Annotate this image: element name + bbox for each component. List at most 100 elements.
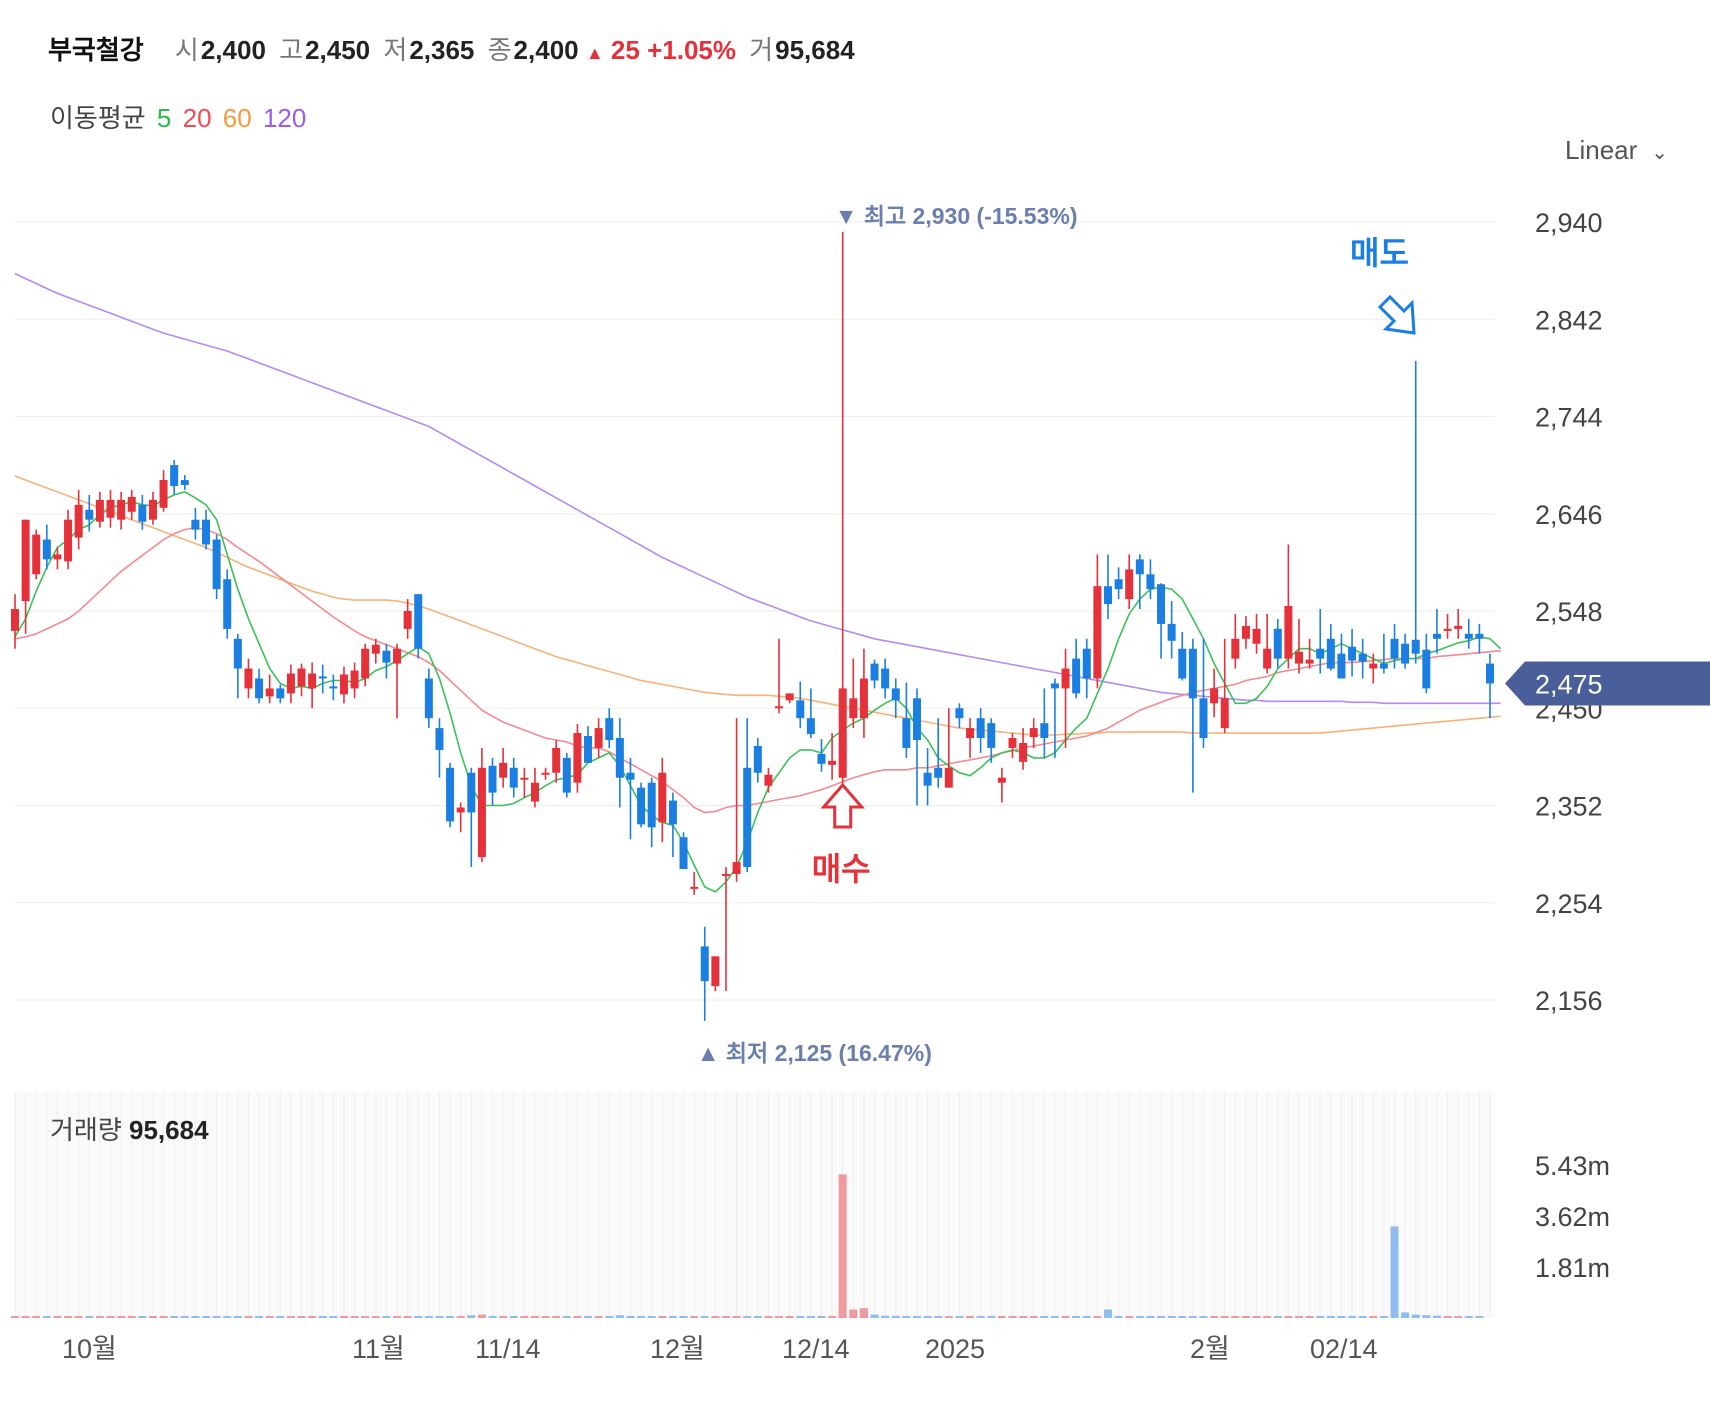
volume-bar: [276, 1316, 285, 1318]
candle-body: [1454, 625, 1463, 629]
volume-bar: [42, 1316, 51, 1318]
high-value: 2,450: [305, 35, 371, 65]
candle-body: [828, 760, 837, 765]
volume-bar: [955, 1316, 964, 1318]
volume-bar: [1135, 1316, 1144, 1318]
candle-body: [796, 700, 805, 719]
candle-body: [944, 767, 953, 788]
candle-body: [1008, 738, 1017, 748]
volume-bar: [796, 1316, 805, 1318]
candle-body: [488, 765, 497, 793]
candle-body: [1157, 584, 1166, 624]
volume-bar: [11, 1316, 19, 1318]
candle-body: [1103, 586, 1112, 605]
volume-bar: [987, 1316, 996, 1318]
volume-bar: [456, 1316, 465, 1318]
volume-bar: [764, 1316, 773, 1318]
volume-bar: [849, 1309, 858, 1318]
price-tick-label: 2,646: [1535, 500, 1603, 530]
candle-body: [955, 708, 964, 719]
volume-bar: [393, 1316, 402, 1318]
candle-body: [891, 688, 900, 701]
candle-body: [244, 668, 253, 689]
candle-body: [966, 728, 975, 739]
volume-bar: [562, 1316, 571, 1318]
ma-60-line: [14, 475, 1501, 736]
candle-body: [1422, 649, 1431, 689]
volume-tick-label: 3.62m: [1535, 1202, 1610, 1232]
volume-bar: [148, 1316, 157, 1318]
candle-body: [117, 499, 126, 520]
candle-body: [1475, 633, 1484, 639]
candle-body: [286, 673, 295, 694]
candle-body: [541, 772, 550, 775]
volume-bar: [817, 1316, 826, 1318]
candle-body: [1188, 648, 1197, 699]
volume-bar: [775, 1316, 784, 1318]
volume-bar: [499, 1316, 508, 1318]
ma-5: 5: [156, 103, 172, 133]
chevron-down-icon: ⌄: [1651, 142, 1669, 164]
volume-bar: [1348, 1316, 1357, 1318]
price-header: 부국철강 시2,400 고2,450 저2,365 종2,400 ▲ 25 +1…: [48, 30, 855, 67]
candle-body: [1411, 639, 1420, 654]
volume-panel-title: 거래량: [50, 1115, 122, 1145]
high-label: 고: [279, 35, 304, 65]
stock-name: 부국철강: [48, 35, 144, 65]
volume-bar: [64, 1316, 73, 1318]
current-price-badge: [1505, 661, 1710, 706]
volume-bar: [1305, 1316, 1314, 1318]
volume-bar: [637, 1316, 646, 1318]
candle-body: [414, 594, 423, 649]
candle-body: [1379, 663, 1388, 669]
candle-body: [1263, 648, 1272, 669]
volume-bar: [339, 1316, 348, 1318]
volume-bar: [403, 1316, 412, 1318]
volume-bar: [32, 1316, 41, 1318]
volume-bar: [541, 1316, 550, 1318]
volume-bar: [350, 1316, 359, 1318]
candle-body: [1114, 579, 1123, 590]
volume-bar: [21, 1316, 30, 1318]
candle-body: [605, 718, 614, 741]
volume-bar: [1475, 1316, 1484, 1318]
sell-arrow-icon: [1377, 294, 1416, 335]
volume-bar: [997, 1316, 1006, 1318]
candle-body: [64, 519, 73, 562]
candle-body: [997, 777, 1006, 783]
volume-bar: [976, 1316, 985, 1318]
candle-body: [138, 504, 147, 522]
candle-body: [1369, 663, 1378, 669]
volume-bar: [467, 1315, 476, 1318]
ma-20: 20: [182, 103, 212, 133]
scale-selector[interactable]: Linear ⌄: [1565, 135, 1668, 166]
volume-bar: [1231, 1316, 1240, 1318]
volume-bar: [509, 1316, 518, 1318]
candle-body: [1125, 569, 1134, 600]
candle-body: [191, 519, 200, 530]
candle-body: [361, 648, 370, 679]
candle-body: [1231, 638, 1240, 659]
candle-body: [1401, 643, 1410, 664]
volume-bar: [891, 1315, 900, 1318]
volume-bar: [159, 1316, 168, 1318]
volume-bar: [520, 1316, 529, 1318]
max-price-note: ▼ 최고 2,930 (-15.53%): [835, 203, 1078, 229]
change-percent: +1.05%: [647, 35, 736, 65]
moving-average-legend[interactable]: 이동평균 5 20 60 120: [50, 98, 310, 135]
candle-body: [393, 648, 402, 664]
change-up-icon: ▲: [585, 43, 604, 63]
volume-bar: [382, 1316, 391, 1318]
volume-bar: [1411, 1314, 1420, 1318]
candle-body: [637, 787, 646, 825]
volume-bar: [1019, 1316, 1028, 1318]
candle-body: [1284, 606, 1293, 659]
candle-body: [530, 782, 539, 802]
volume-bar: [668, 1316, 677, 1318]
candle-body: [170, 465, 179, 486]
x-axis-label: 12월: [650, 1334, 705, 1364]
candle-body: [180, 480, 189, 485]
candle-body: [1273, 628, 1282, 659]
candle-body: [212, 539, 221, 590]
